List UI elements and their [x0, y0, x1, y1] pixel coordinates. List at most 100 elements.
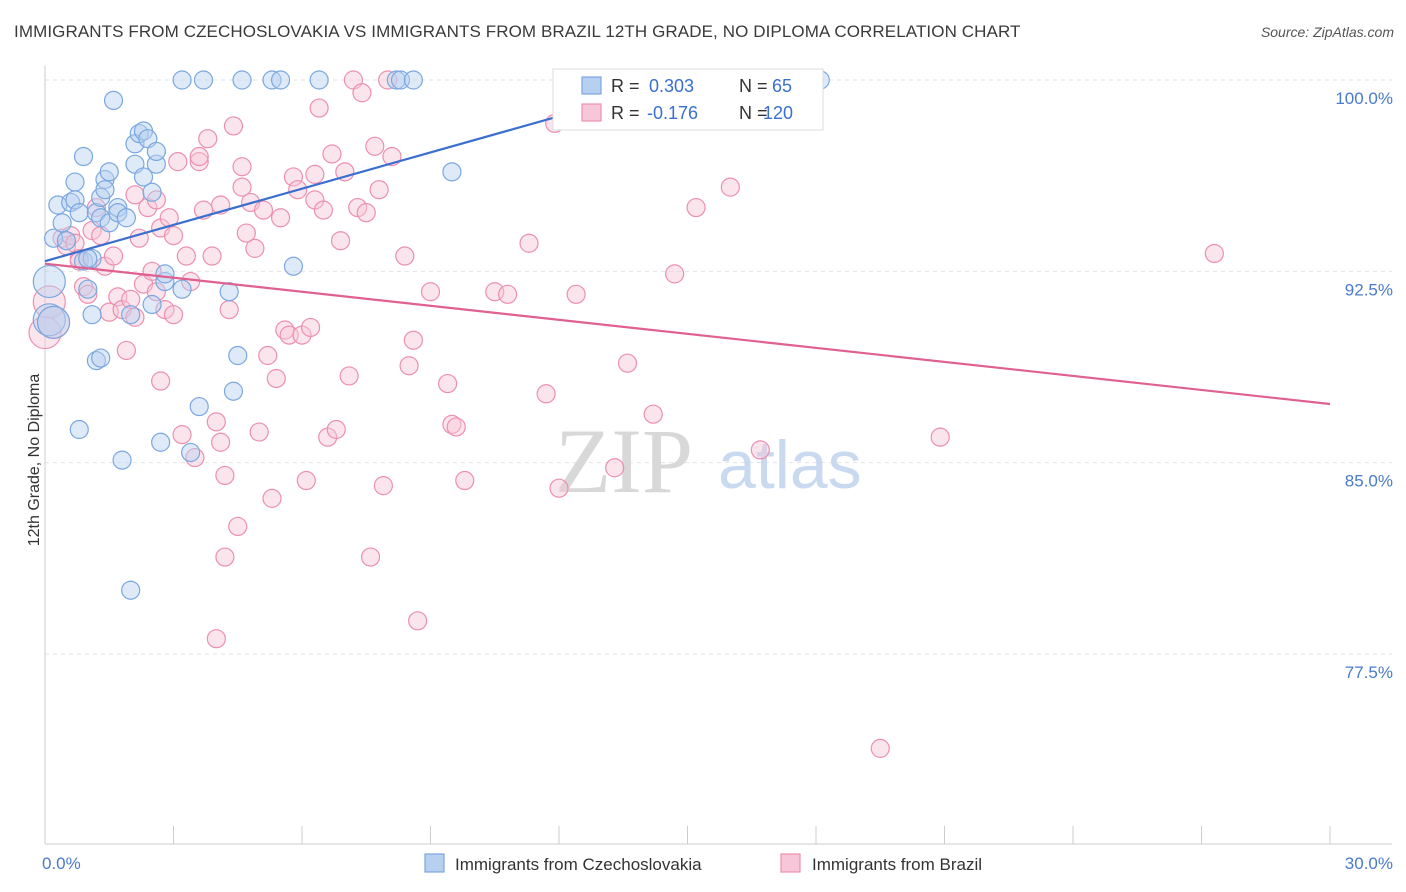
y-tick-labels: 77.5% 85.0% 92.5% 100.0%	[1335, 89, 1393, 682]
brazil-point	[262, 488, 282, 508]
brazil-point	[296, 470, 316, 491]
y-tick-label: 92.5%	[1345, 280, 1393, 299]
czech-point	[121, 305, 141, 325]
czech-point	[146, 141, 166, 162]
brazil-point	[121, 289, 141, 309]
brazil-point	[32, 285, 66, 319]
czech-point	[142, 294, 162, 315]
brazil-point	[228, 516, 248, 537]
brazil-point	[309, 98, 329, 118]
brazil-point	[215, 465, 235, 486]
y-tick-label: 85.0%	[1345, 472, 1393, 491]
czech-point	[232, 70, 252, 90]
brazil-point	[78, 284, 98, 304]
czech-point	[193, 70, 214, 90]
czech-point	[181, 442, 201, 463]
brazil-point	[373, 476, 393, 496]
brazil-point	[266, 368, 286, 389]
brazil-point	[206, 629, 226, 649]
brazil-point	[665, 264, 685, 284]
chart-title: IMMIGRANTS FROM CZECHOSLOVAKIA VS IMMIGR…	[14, 22, 1021, 41]
brazil-point	[151, 371, 171, 391]
brazil-point	[189, 152, 209, 172]
bottom-legend-czech-swatch	[424, 853, 445, 873]
y-tick-label: 77.5%	[1345, 663, 1393, 682]
brazil-point	[211, 432, 231, 452]
czech-point	[121, 580, 141, 600]
czech-point	[223, 381, 244, 401]
czech-point	[172, 279, 192, 299]
czech-point	[228, 345, 248, 366]
brazil-point	[215, 547, 235, 567]
legend-pink-r-label: R =	[611, 103, 640, 123]
x-tick-label-max: 30.0%	[1345, 854, 1393, 873]
brazil-point	[232, 177, 252, 197]
brazil-point	[189, 146, 209, 167]
brazil-point	[270, 208, 291, 228]
brazil-point	[566, 284, 586, 304]
brazil-point	[498, 284, 518, 304]
brazil-point	[369, 180, 389, 200]
czech-point	[73, 146, 94, 167]
brazil-point	[103, 246, 124, 266]
brazil-point	[326, 419, 346, 440]
watermark-atlas: atlas	[718, 427, 862, 503]
brazil-point	[930, 427, 950, 447]
brazil-point	[403, 330, 423, 350]
brazil-point	[176, 246, 196, 266]
czech-point	[99, 162, 119, 182]
brazil-point	[360, 547, 381, 567]
bottom-legend-brazil-swatch	[780, 853, 801, 873]
czech-point	[78, 279, 98, 299]
brazil-point	[28, 315, 62, 350]
brazil-point	[163, 305, 184, 325]
brazil-point	[356, 203, 376, 223]
brazil-point	[232, 157, 252, 177]
brazil-trend-line	[44, 262, 1331, 406]
brazil-point	[219, 300, 239, 320]
czech-point	[189, 396, 209, 417]
czech-point	[403, 70, 423, 90]
stats-legend: R = 0.303 N = 65 R = -0.176 N = 120	[552, 68, 824, 131]
brazil-point	[206, 412, 226, 432]
watermark: ZIP atlas	[555, 410, 862, 512]
brazil-point	[202, 246, 222, 266]
x-tick-label-min: 0.0%	[42, 854, 81, 873]
brazil-point	[617, 353, 638, 373]
legend-blue-n-label: N =	[739, 76, 768, 96]
brazil-point	[1204, 243, 1224, 264]
axes	[44, 66, 1392, 845]
legend-pink-swatch	[581, 103, 602, 122]
brazil-point	[172, 425, 192, 445]
brazil-point	[198, 129, 218, 149]
czech-point	[151, 432, 171, 452]
czech-point	[82, 305, 102, 325]
gridlines	[45, 79, 1392, 655]
czech-points	[32, 70, 830, 600]
legend-pink-n-label: N =	[739, 103, 768, 123]
brazil-point	[408, 611, 428, 631]
czech-point	[442, 162, 462, 182]
czech-point	[82, 248, 102, 269]
czech-point	[155, 264, 175, 284]
brazil-point	[870, 738, 890, 758]
brazil-points	[28, 70, 1224, 758]
czech-point	[142, 182, 162, 202]
brazil-point	[249, 422, 269, 442]
brazil-point	[605, 458, 625, 478]
czech-point	[32, 264, 66, 299]
brazil-point	[253, 200, 274, 220]
brazil-point	[339, 366, 359, 386]
czech-point	[270, 70, 291, 90]
brazil-point	[549, 478, 569, 498]
czech-point	[309, 70, 329, 90]
czech-point	[52, 213, 72, 233]
brazil-point	[163, 226, 184, 246]
czech-point	[65, 172, 85, 192]
czech-point	[172, 70, 192, 90]
brazil-point	[750, 440, 770, 460]
brazil-point	[643, 404, 663, 424]
brazil-point	[399, 356, 419, 376]
brazil-point	[365, 136, 385, 156]
brazil-point	[720, 177, 740, 197]
